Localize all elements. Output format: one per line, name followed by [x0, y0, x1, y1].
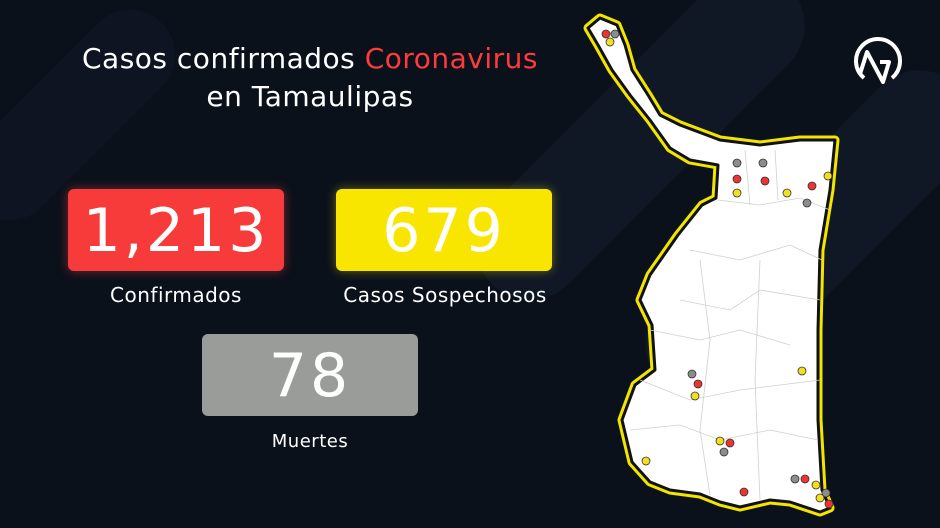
page-title: Casos confirmados Coronavirus en Tamauli… — [40, 40, 580, 116]
suspected-label: Casos Sospechosos — [343, 283, 547, 307]
title-highlight: Coronavirus — [364, 42, 538, 75]
deaths-label: Muertes — [271, 431, 349, 452]
confirmed-count: 1,213 — [82, 196, 270, 266]
deaths-marker — [610, 29, 620, 39]
suspected-marker — [732, 188, 742, 198]
suspected-marker — [690, 391, 700, 401]
confirmed-count-box: 1,213 — [68, 189, 284, 271]
confirmed-marker — [800, 474, 810, 484]
suspected-marker — [811, 480, 821, 490]
deaths-count-box: 78 — [202, 334, 418, 416]
deaths-count: 78 — [268, 341, 352, 411]
suspected-marker — [782, 188, 792, 198]
confirmed-label: Confirmados — [110, 283, 242, 307]
suspected-marker — [715, 436, 725, 446]
confirmed-marker — [601, 29, 611, 39]
deaths-marker — [821, 488, 831, 498]
suspected-marker — [605, 37, 615, 47]
municipal-boundaries — [629, 149, 831, 501]
deaths-marker — [719, 447, 729, 457]
confirmed-marker — [760, 176, 770, 186]
deaths-marker — [790, 474, 800, 484]
confirmed-marker — [739, 487, 749, 497]
suspected-count: 679 — [382, 196, 506, 266]
suspected-marker — [641, 456, 651, 466]
confirmed-marker — [725, 438, 735, 448]
map-inner-edge — [586, 16, 837, 514]
confirmed-marker — [732, 174, 742, 184]
confirmed-marker — [693, 379, 703, 389]
deaths-marker — [758, 158, 768, 168]
deaths-marker — [732, 158, 742, 168]
suspected-marker — [815, 493, 825, 503]
mountain-circle-logo-icon — [854, 37, 902, 84]
deaths-marker — [802, 198, 812, 208]
confirmed-marker — [824, 499, 834, 509]
confirmed-marker — [807, 181, 817, 191]
title-text: Casos confirmados — [82, 42, 356, 75]
title-subline: en Tamaulipas — [206, 80, 414, 113]
deaths-marker — [687, 369, 697, 379]
suspected-marker — [823, 171, 833, 181]
case-markers — [601, 29, 834, 509]
suspected-count-box: 679 — [336, 189, 552, 271]
suspected-marker — [797, 366, 807, 376]
